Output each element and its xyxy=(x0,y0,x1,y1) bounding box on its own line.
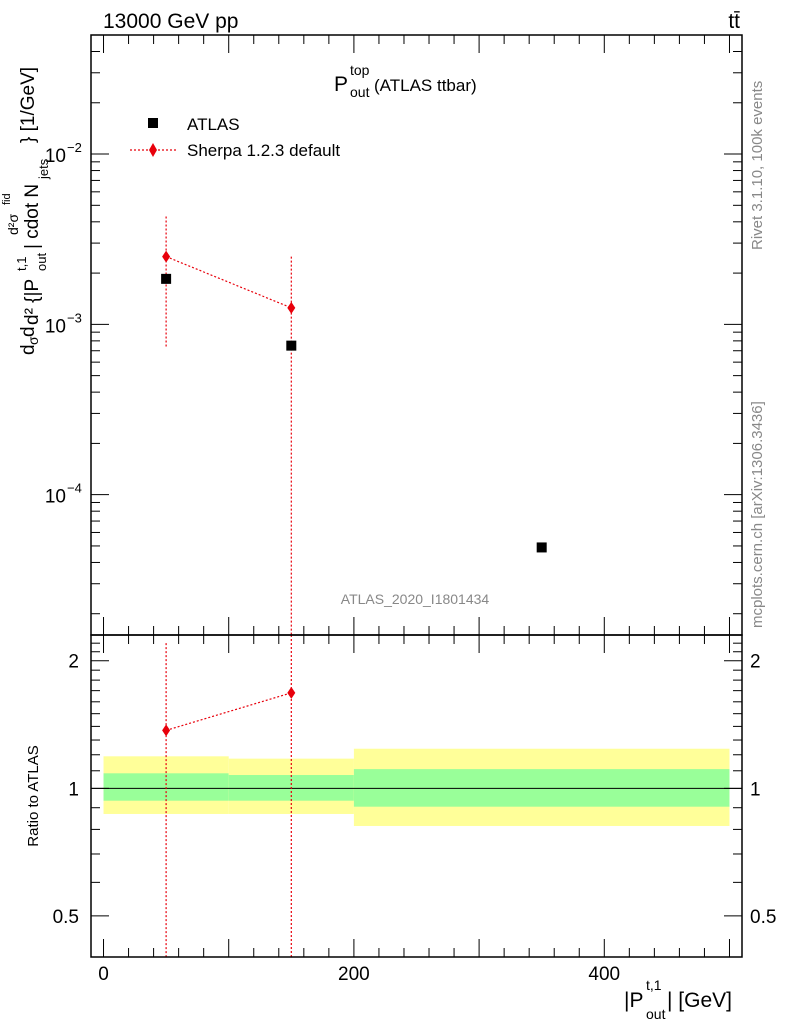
main-y-tick-base: 10 xyxy=(45,487,66,508)
main-y-tick-label-0: 10 −2 xyxy=(45,140,82,167)
legend-data-label: ATLAS xyxy=(187,115,240,134)
main-y-tick-exp: −4 xyxy=(67,481,82,496)
ratio-uncertainty-bands xyxy=(103,748,730,826)
plot-title-suffix: (ATLAS ttbar) xyxy=(374,76,477,95)
ratio-y-tick-label-left-2: 0.5 xyxy=(53,907,79,928)
x-tick-label-1: 200 xyxy=(338,964,370,985)
ratio-axis-ticks: 0 200 400 2 2 1 1 0.5 0.5 xyxy=(53,635,776,985)
mc-point-ratio xyxy=(162,724,171,737)
ylabel-numer: d²σ xyxy=(5,214,21,235)
ylabel-sub: out xyxy=(34,253,49,271)
plot-title-sup: top xyxy=(350,62,370,78)
main-y-tick-base: 10 xyxy=(45,316,66,337)
ylabel-cdot: | cdot N xyxy=(22,184,43,249)
mcplots-label: mcplots.cern.ch [arXiv:1306.3436] xyxy=(749,401,766,628)
ratio-y-tick-label-right-2: 0.5 xyxy=(750,907,776,928)
main-axis-ticks: 10−210−310−4 xyxy=(45,34,742,635)
mc-point-main xyxy=(162,250,171,263)
plot-title-main: P xyxy=(334,73,348,96)
data-point-main xyxy=(161,273,172,284)
data-point-main xyxy=(536,542,547,553)
header-energy-label: 13000 GeV pp xyxy=(103,10,238,33)
ratio-y-tick-label-right-1: 1 xyxy=(750,779,761,800)
main-y-tick-base: 10 xyxy=(45,146,66,167)
y-axis-label-ratio: Ratio to ATLAS xyxy=(25,745,42,846)
ratio-y-tick-label-right-0: 2 xyxy=(750,652,761,673)
mc-series-ratio xyxy=(162,635,296,957)
ylabel-jets: jets xyxy=(36,158,51,180)
mc-point-ratio xyxy=(287,686,296,699)
main-y-tick-exp: −2 xyxy=(67,140,82,155)
data-point-main xyxy=(286,340,297,351)
ylabel-d2: d xyxy=(18,326,39,337)
ratio-y-tick-label-left-1: 1 xyxy=(68,779,79,800)
xlabel-pre: |P xyxy=(624,989,643,1012)
mc-line-ratio xyxy=(165,692,292,731)
legend-mc-label: Sherpa 1.2.3 default xyxy=(187,141,340,160)
ylabel-frac-1: σ xyxy=(25,336,41,345)
main-y-tick-label-2: 10 −4 xyxy=(45,481,82,508)
xlabel-post: | [GeV] xyxy=(667,989,732,1012)
rivet-version-label: Rivet 3.1.10, 100k events xyxy=(749,81,766,250)
ylabel-numer-sup: fid xyxy=(1,193,13,205)
ylabel-close: } [1/GeV] xyxy=(18,67,39,143)
x-tick-label-2: 400 xyxy=(588,964,620,985)
mc-series-main xyxy=(162,216,296,635)
data-series-main xyxy=(161,273,547,553)
ylabel-d: d xyxy=(18,344,39,355)
ratio-panel-frame xyxy=(90,634,743,958)
x-tick-label-0: 0 xyxy=(98,964,109,985)
legend: ATLAS Sherpa 1.2.3 default xyxy=(130,115,340,160)
mc-point-main xyxy=(287,301,296,314)
legend-data-marker xyxy=(148,118,158,128)
ratio-y-tick-label-left-0: 2 xyxy=(68,652,79,673)
x-axis-label: |P t,1 out | [GeV] xyxy=(624,977,732,1022)
analysis-watermark: ATLAS_2020_I1801434 xyxy=(341,591,490,607)
mc-line-main xyxy=(165,256,292,309)
main-y-tick-exp: −3 xyxy=(67,310,82,325)
plot-title-sub: out xyxy=(350,84,370,100)
xlabel-sub: out xyxy=(646,1006,666,1022)
legend-mc-marker xyxy=(149,143,157,157)
main-y-tick-label-1: 10 −3 xyxy=(45,310,82,337)
y-axis-label-main: d σ d d² {|P t,1 out | cdot N jets } [1/… xyxy=(1,67,51,355)
ylabel-sup: t,1 xyxy=(14,257,29,271)
header-process-label: tt̄ xyxy=(728,10,740,33)
plot-title: P top out (ATLAS ttbar) xyxy=(334,62,477,100)
ylabel-d2-open: d² {|P xyxy=(22,279,43,325)
xlabel-sup: t,1 xyxy=(646,977,662,993)
